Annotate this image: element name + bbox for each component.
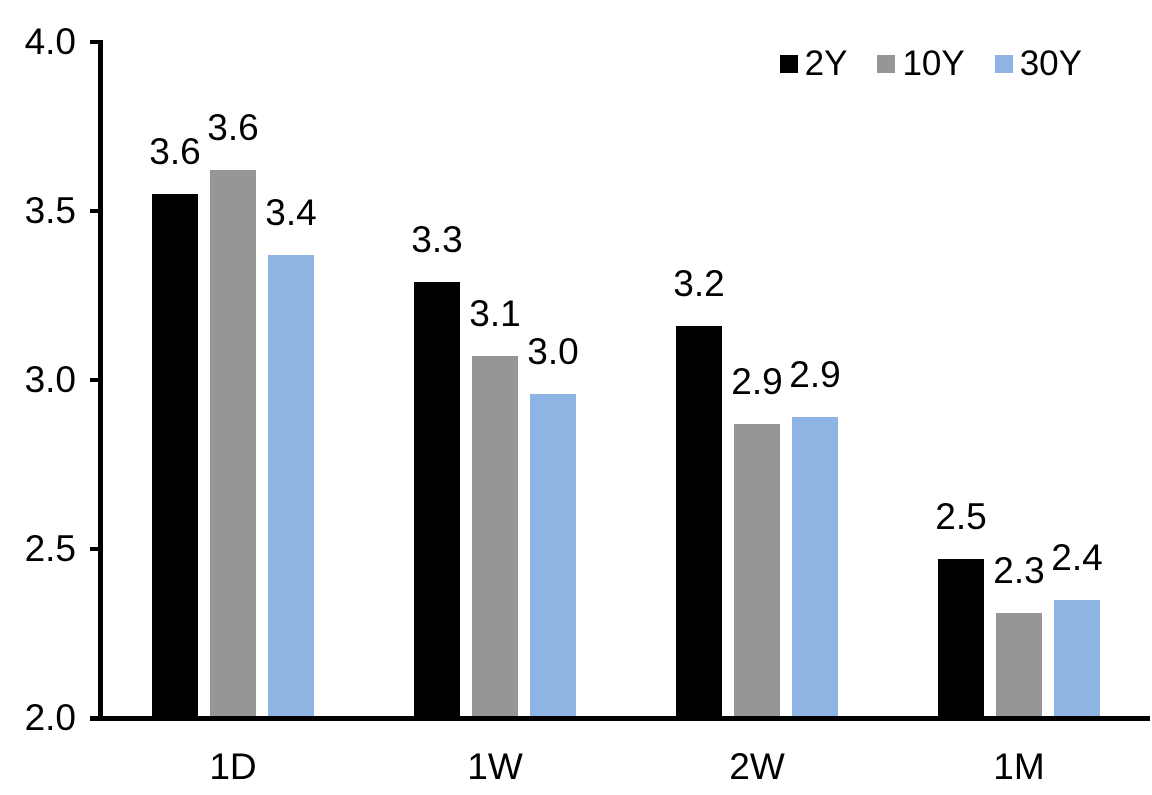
legend-label: 2Y [804, 44, 848, 83]
y-tick-label: 3.5 [24, 190, 76, 231]
bar-value-label: 3.4 [265, 191, 317, 233]
legend-item-2Y: 2Y [779, 44, 848, 84]
legend-marker-icon [779, 55, 798, 73]
bar-30Y-2W [792, 417, 838, 716]
bar-value-label: 3.3 [411, 218, 463, 260]
bar-value-label: 3.6 [149, 131, 201, 173]
x-axis-line [90, 716, 1150, 721]
bar-value-label: 3.1 [469, 293, 521, 335]
bar-value-label: 2.9 [789, 354, 841, 396]
y-tick [90, 378, 98, 382]
bar-value-label: 3.2 [673, 262, 725, 304]
bar-2Y-1W [414, 281, 460, 716]
bar-value-label: 3.6 [207, 107, 259, 149]
bar-30Y-1M [1054, 599, 1100, 716]
bar-30Y-1D [268, 254, 314, 716]
y-tick [90, 209, 98, 213]
y-tick-label: 2.5 [24, 528, 76, 569]
y-tick-label: 4.0 [24, 21, 76, 62]
bar-2Y-2W [676, 325, 722, 716]
y-tick-label: 3.0 [24, 359, 76, 400]
legend-marker-icon [877, 55, 896, 73]
x-category-label: 1M [993, 746, 1045, 787]
x-category-label: 2W [729, 746, 785, 787]
y-tick [90, 716, 98, 720]
legend-label: 10Y [902, 44, 965, 83]
bar-2Y-1M [938, 559, 984, 716]
bar-10Y-2W [734, 423, 780, 716]
bar-10Y-1M [996, 613, 1042, 716]
legend-label: 30Y [1019, 44, 1082, 83]
legend: 2Y 10Y 30Y [779, 44, 1082, 84]
x-category-label: 1W [467, 746, 523, 787]
y-tick [90, 547, 98, 551]
bar-value-label: 2.4 [1051, 536, 1103, 578]
bar-2Y-1D [152, 194, 198, 716]
bar-10Y-1W [472, 356, 518, 716]
bar-value-label: 2.9 [731, 360, 783, 402]
legend-marker-icon [994, 55, 1013, 73]
bar-value-label: 3.0 [527, 330, 579, 372]
bar-10Y-1D [210, 170, 256, 716]
legend-item-10Y: 10Y [877, 44, 965, 84]
y-axis-line [98, 40, 103, 721]
bar-value-label: 2.5 [935, 496, 987, 538]
bar-30Y-1W [530, 393, 576, 716]
x-category-label: 1D [209, 746, 257, 787]
legend-item-30Y: 30Y [994, 44, 1082, 84]
y-tick [90, 40, 98, 44]
y-tick-label: 2.0 [24, 697, 76, 738]
bar-value-label: 2.3 [993, 550, 1045, 592]
